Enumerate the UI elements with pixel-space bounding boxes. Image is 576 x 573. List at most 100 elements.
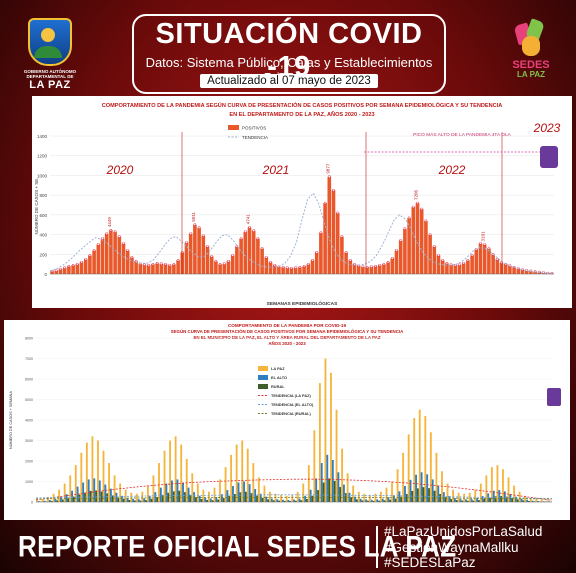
chart2-bar-lapaz	[302, 483, 305, 502]
chart2-bar-elalto	[104, 484, 107, 502]
chart1-bar-marker	[412, 205, 415, 209]
chart2-bar-rural	[178, 490, 181, 502]
chart1-bar-marker	[97, 243, 100, 246]
chart1-ylabel: NÚMERO DE CASOS + SE.	[33, 178, 39, 235]
chart2-bar-elalto	[420, 472, 423, 502]
chart2-bar-rural	[156, 497, 159, 502]
chart1-bar	[331, 190, 336, 274]
chart2-bar-lapaz	[374, 493, 377, 502]
chart2-bar-elalto	[409, 479, 412, 502]
chart1-bar	[390, 258, 395, 274]
chart2-bar-elalto	[226, 490, 229, 502]
hashtag-item[interactable]: #SEDESLaPaz	[384, 555, 476, 570]
chart1-bar-marker	[239, 237, 243, 240]
chart1-peak-label: 7206	[414, 189, 419, 200]
chart1-bar-marker	[67, 265, 70, 268]
chart2-bar-rural	[222, 498, 225, 502]
chart2-hand-icon	[547, 388, 561, 406]
chart2-ytick-label: 8000	[25, 337, 33, 341]
chart2-bar-lapaz	[418, 409, 421, 502]
chart2-subtitle3: AÑOS 2020 - 2023	[268, 341, 306, 346]
chart1-bar-marker	[126, 249, 129, 252]
chart1-bar	[159, 263, 164, 274]
chart2-bar-rural	[455, 500, 458, 502]
chart2-bar-rural	[433, 490, 436, 502]
chart1-bar-marker	[437, 254, 440, 257]
header: GOBIERNO AUTÓNOMO DEPARTAMENTAL DE LA PA…	[0, 0, 576, 94]
chart2-bar-lapaz	[208, 491, 210, 502]
hashtag-item[interactable]: #GestiónWaynaMallku	[384, 539, 519, 555]
chart1-bar-marker	[483, 243, 486, 246]
chart1-bar	[293, 267, 298, 274]
chart2-title: COMPORTAMIENTO DE LA PANDEMIA POR COVID-…	[228, 323, 347, 328]
chart2-bar-lapaz	[246, 448, 249, 502]
chart1-bar	[499, 262, 504, 274]
chart1-bar	[356, 265, 361, 274]
chart1-bar-marker	[395, 249, 398, 252]
chart2-bar-lapaz	[335, 409, 338, 502]
chart1-bar	[92, 250, 96, 274]
chart1-bar-marker	[487, 247, 490, 250]
chart2-legend-label: LA PAZ	[271, 366, 285, 371]
chart2-bar-lapaz	[391, 481, 393, 502]
chart2-bar-rural	[466, 500, 469, 502]
chart1-bar	[117, 236, 122, 274]
chart2-bar-rural	[422, 487, 425, 502]
chart2-bar-rural	[145, 500, 147, 502]
chart2-bar-elalto	[254, 489, 257, 502]
chart1-bar-marker	[265, 256, 268, 259]
chart2-bar-elalto	[537, 500, 540, 502]
chart1-bar	[285, 267, 290, 274]
chart1-bar	[415, 202, 420, 274]
chart2-bar-lapaz	[380, 491, 382, 502]
chart2-bar-rural	[106, 493, 109, 502]
chart1-bar-marker	[441, 259, 444, 262]
chart2-bar-rural	[61, 499, 64, 502]
chart2-bar-lapaz	[36, 499, 38, 502]
chart1-bar-marker	[340, 235, 343, 238]
chart2-bar-lapaz	[191, 473, 194, 502]
chart1-bar-marker	[227, 260, 230, 263]
chart2-bar-lapaz	[313, 430, 316, 502]
chart1-bar-marker	[311, 259, 314, 262]
chart1-bar-marker	[218, 263, 222, 266]
chart1-bar-marker	[147, 264, 150, 267]
chart2-bar-lapaz	[152, 475, 155, 502]
chart1-bar	[482, 244, 487, 274]
chart2-bar-lapaz	[113, 475, 116, 502]
chart1-bar	[222, 263, 227, 274]
chart1-bar-marker	[189, 232, 192, 235]
chart2-bar-elalto	[542, 501, 545, 502]
chart1-bar	[529, 270, 533, 274]
chart2-bar-elalto	[548, 501, 551, 502]
chart2-bar-rural	[339, 487, 342, 502]
chart2-legend-swatch	[258, 384, 268, 389]
chart1-bar-marker	[105, 232, 108, 235]
chart1-bar	[256, 238, 260, 274]
chart2-ytick-label: 5000	[25, 398, 33, 402]
chart1-bar	[335, 212, 340, 274]
chart2-bar-elalto	[526, 499, 528, 502]
chart1-bar-marker	[454, 264, 457, 267]
chart1-ytick-label: 1400	[37, 134, 48, 139]
chart1-peak-label: 9877	[325, 163, 330, 174]
hashtag-item[interactable]: #LaPazUnidosPorLaSalud	[384, 524, 543, 539]
chart2-bar-lapaz	[529, 497, 532, 502]
chart2-bar-lapaz	[407, 434, 410, 502]
chart2-bar-lapaz	[402, 452, 405, 502]
chart2-bar-elalto	[370, 499, 373, 502]
chart2-bar-lapaz	[257, 477, 260, 502]
chart2-bar-rural	[161, 494, 164, 502]
chart2-bar-elalto	[193, 492, 196, 502]
chart1-bar-marker	[260, 247, 264, 250]
chart2-bar-rural	[389, 499, 392, 502]
chart1-bar	[323, 203, 327, 274]
chart2-bar-elalto	[398, 491, 401, 502]
chart1-bar-marker	[294, 266, 297, 269]
chart2-legend-label: TENDENCIA (RURAL)	[271, 411, 312, 416]
chart2-bar-rural	[350, 497, 353, 502]
chart1-bar	[508, 265, 512, 274]
chart2-bar-lapaz	[58, 489, 61, 502]
chart1-bar-marker	[168, 264, 171, 267]
chart1-bar	[369, 266, 374, 274]
